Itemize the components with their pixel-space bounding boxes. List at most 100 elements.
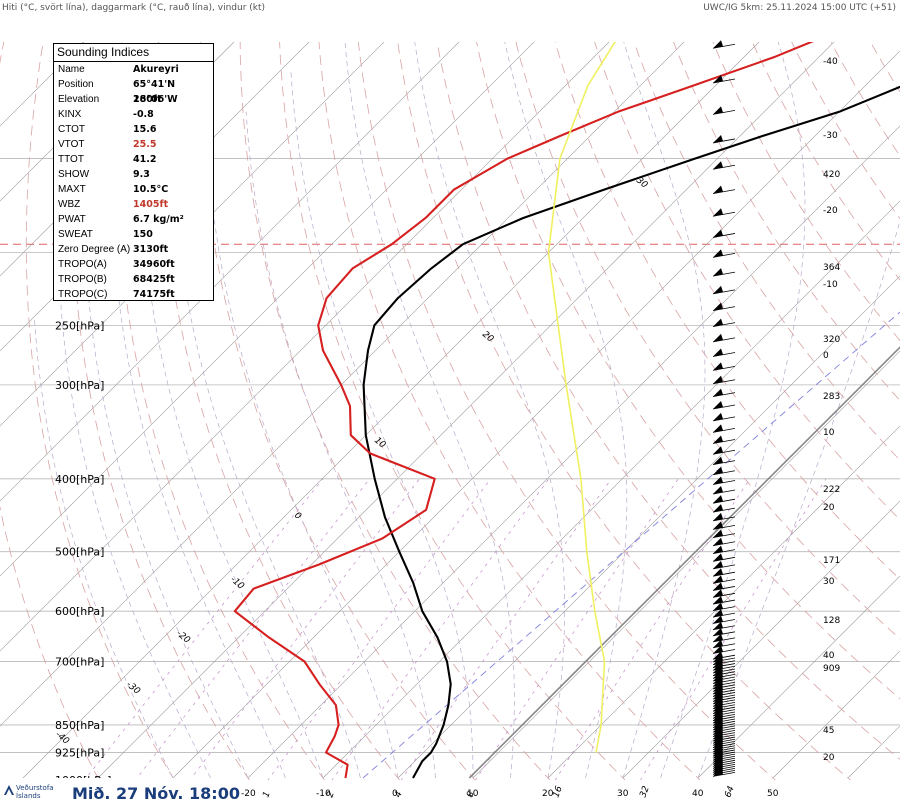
header-bar: Hiti (°C, svört lína), daggarmark (°C, r… <box>0 0 900 16</box>
wind-barb-flag <box>713 285 723 294</box>
sounding-series-1 <box>233 42 814 779</box>
wind-barb-staff <box>712 732 736 738</box>
wind-barb <box>712 621 736 631</box>
dry-adiabat <box>870 42 900 93</box>
dry-adiabat <box>673 42 900 402</box>
wind-barb <box>712 208 736 217</box>
wind-barb-flag <box>713 161 723 170</box>
wind-barb-staff <box>712 439 736 444</box>
wind-barb-staff <box>712 668 736 674</box>
wind-barb-staff <box>712 654 736 660</box>
wind-barb <box>712 348 736 357</box>
wind-barb-staff <box>712 337 736 343</box>
wind-barb <box>712 285 736 295</box>
wind-barb-flag <box>713 645 723 654</box>
wind-barb-flag <box>713 560 723 569</box>
wind-barb-staff <box>712 428 736 433</box>
mixing-ratio-line <box>84 478 324 780</box>
wind-barb-staff <box>712 660 736 666</box>
index-key: Name <box>58 64 85 75</box>
wind-barb <box>712 651 736 660</box>
wind-barb-flag <box>713 106 723 115</box>
wind-barb-staff <box>712 704 736 710</box>
x-tick-label: 0 <box>392 789 398 799</box>
index-row: WBZ 1405ft <box>54 197 213 212</box>
dry-adiabat <box>199 42 476 780</box>
pressure-label: 925[hPa] <box>55 747 104 760</box>
wind-barb <box>712 596 736 605</box>
dry-adiabat <box>71 42 250 780</box>
wind-barb-staff <box>712 556 736 562</box>
index-row: TROPO(A) 34960ft <box>54 257 213 272</box>
isotherm-line <box>0 42 310 352</box>
wind-barb-staff <box>712 138 736 144</box>
wind-barb-staff <box>712 747 736 753</box>
wind-barb <box>712 318 736 328</box>
reference-line <box>362 311 900 779</box>
dry-adiabat <box>712 42 900 342</box>
dry-adiabat <box>116 42 325 780</box>
wind-barb-staff <box>712 564 736 570</box>
mixing-ratio-label: 64 <box>723 785 736 799</box>
index-key: Position <box>58 79 94 90</box>
wind-barb <box>712 589 736 598</box>
x-tick-label: 40 <box>692 789 704 799</box>
wind-barb-staff <box>712 730 736 735</box>
index-key: TROPO(C) <box>58 289 108 300</box>
index-value: 6.7 kg/m² <box>133 214 184 225</box>
pressure-label: 500[hPa] <box>55 546 104 559</box>
wind-barb <box>712 185 736 195</box>
moist-adiabat <box>85 268 249 779</box>
wind-barb-staff <box>712 766 736 771</box>
wind-barb <box>712 615 736 624</box>
wind-barb <box>712 609 736 618</box>
index-value: 3130ft <box>133 244 169 255</box>
wind-barb-staff <box>712 306 736 312</box>
wind-barb-staff <box>712 533 736 539</box>
dry-adiabat <box>476 42 900 700</box>
wind-barb <box>712 456 736 466</box>
wind-barb <box>712 161 736 170</box>
pressure-label: 700[hPa] <box>55 656 104 669</box>
dry-adiabat <box>318 42 701 780</box>
right-axis-label: 10 <box>823 428 835 438</box>
wind-barb-flag <box>713 615 723 624</box>
wind-barb-flag <box>713 495 723 504</box>
index-row: Elevation 260ft <box>54 92 213 107</box>
pressure-label: 250[hPa] <box>55 319 104 332</box>
moist-adiabat <box>207 147 399 779</box>
moist-adiabat <box>344 42 515 779</box>
wind-barb-flag <box>713 401 723 410</box>
wind-barb-staff <box>712 649 736 654</box>
index-key: KINX <box>58 109 82 120</box>
wind-barb-staff <box>712 689 736 695</box>
wind-barb-staff <box>712 352 736 357</box>
wind-barb-staff <box>712 753 736 759</box>
mixing-ratio-line <box>135 478 370 780</box>
wind-barb-staff <box>712 745 736 751</box>
index-row: Name Akureyri <box>54 62 213 77</box>
wind-barb-staff <box>712 571 736 577</box>
wind-barb-staff <box>712 711 736 717</box>
wind-barb-staff <box>712 725 736 731</box>
pressure-label: 850[hPa] <box>55 719 104 732</box>
mixing-ratio-line <box>640 478 827 780</box>
wind-barb-staff <box>712 592 736 598</box>
wind-barb <box>712 375 736 385</box>
index-key: VTOT <box>58 139 85 150</box>
isotherm-line <box>472 350 900 779</box>
wind-barb <box>712 40 736 49</box>
moist-adiabat <box>172 179 361 779</box>
right-axis-label: -30 <box>823 131 838 141</box>
mixing-ratio-label: 8 <box>465 790 476 799</box>
index-row: PWAT 6.7 kg/m² <box>54 212 213 227</box>
wind-barb <box>712 645 736 654</box>
right-axis-label: 364 <box>823 263 840 273</box>
wind-barb-staff <box>712 768 736 773</box>
wind-barb <box>712 424 736 433</box>
index-value: Akureyri <box>133 64 179 75</box>
wind-barb-staff <box>712 699 736 705</box>
wind-barb-flag <box>713 318 723 327</box>
isotherm-line <box>0 42 460 502</box>
